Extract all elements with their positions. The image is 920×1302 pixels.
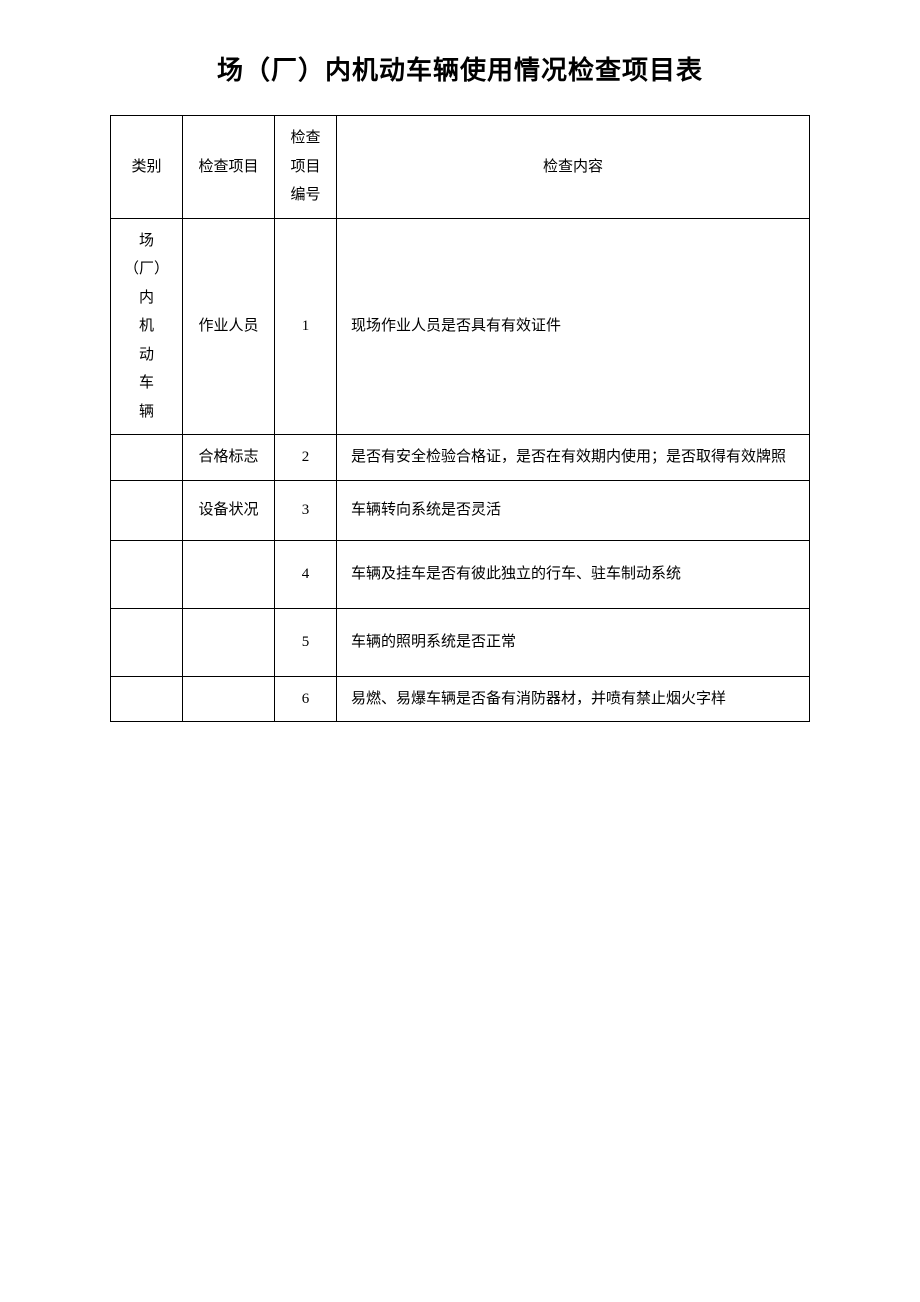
inspection-table: 类别 检查项目 检查项目编号 检查内容 场 （厂）内 机 动 车 辆 作业人员 … bbox=[110, 115, 810, 722]
category-line: 动 bbox=[121, 341, 172, 370]
cell-category bbox=[111, 676, 183, 722]
cell-category bbox=[111, 435, 183, 481]
cell-item bbox=[183, 676, 275, 722]
header-item: 检查项目 bbox=[183, 116, 275, 219]
cell-category: 场 （厂）内 机 动 车 辆 bbox=[111, 218, 183, 435]
cell-num: 1 bbox=[275, 218, 337, 435]
header-num: 检查项目编号 bbox=[275, 116, 337, 219]
cell-category bbox=[111, 540, 183, 608]
table-row: 4 车辆及挂车是否有彼此独立的行车、驻车制动系统 bbox=[111, 540, 810, 608]
table-row: 合格标志 2 是否有安全检验合格证，是否在有效期内使用；是否取得有效牌照 bbox=[111, 435, 810, 481]
cell-num: 5 bbox=[275, 608, 337, 676]
header-content: 检查内容 bbox=[337, 116, 810, 219]
category-line: 场 bbox=[121, 227, 172, 256]
cell-content: 是否有安全检验合格证，是否在有效期内使用；是否取得有效牌照 bbox=[337, 435, 810, 481]
category-line: （厂）内 bbox=[121, 255, 172, 312]
table-row: 5 车辆的照明系统是否正常 bbox=[111, 608, 810, 676]
table-row: 6 易燃、易爆车辆是否备有消防器材，并喷有禁止烟火字样 bbox=[111, 676, 810, 722]
cell-num: 2 bbox=[275, 435, 337, 481]
table-row: 场 （厂）内 机 动 车 辆 作业人员 1 现场作业人员是否具有有效证件 bbox=[111, 218, 810, 435]
cell-num: 4 bbox=[275, 540, 337, 608]
cell-num: 3 bbox=[275, 480, 337, 540]
page-title: 场（厂）内机动车辆使用情况检查项目表 bbox=[110, 50, 810, 87]
cell-num: 6 bbox=[275, 676, 337, 722]
cell-item bbox=[183, 540, 275, 608]
cell-category bbox=[111, 608, 183, 676]
cell-item bbox=[183, 608, 275, 676]
table-row: 设备状况 3 车辆转向系统是否灵活 bbox=[111, 480, 810, 540]
cell-item: 作业人员 bbox=[183, 218, 275, 435]
cell-content: 车辆转向系统是否灵活 bbox=[337, 480, 810, 540]
cell-content: 易燃、易爆车辆是否备有消防器材，并喷有禁止烟火字样 bbox=[337, 676, 810, 722]
cell-category bbox=[111, 480, 183, 540]
header-category: 类别 bbox=[111, 116, 183, 219]
category-line: 车 bbox=[121, 369, 172, 398]
cell-item: 合格标志 bbox=[183, 435, 275, 481]
cell-content: 车辆及挂车是否有彼此独立的行车、驻车制动系统 bbox=[337, 540, 810, 608]
table-header-row: 类别 检查项目 检查项目编号 检查内容 bbox=[111, 116, 810, 219]
cell-item: 设备状况 bbox=[183, 480, 275, 540]
category-line: 辆 bbox=[121, 398, 172, 427]
cell-content: 车辆的照明系统是否正常 bbox=[337, 608, 810, 676]
cell-content: 现场作业人员是否具有有效证件 bbox=[337, 218, 810, 435]
category-line: 机 bbox=[121, 312, 172, 341]
